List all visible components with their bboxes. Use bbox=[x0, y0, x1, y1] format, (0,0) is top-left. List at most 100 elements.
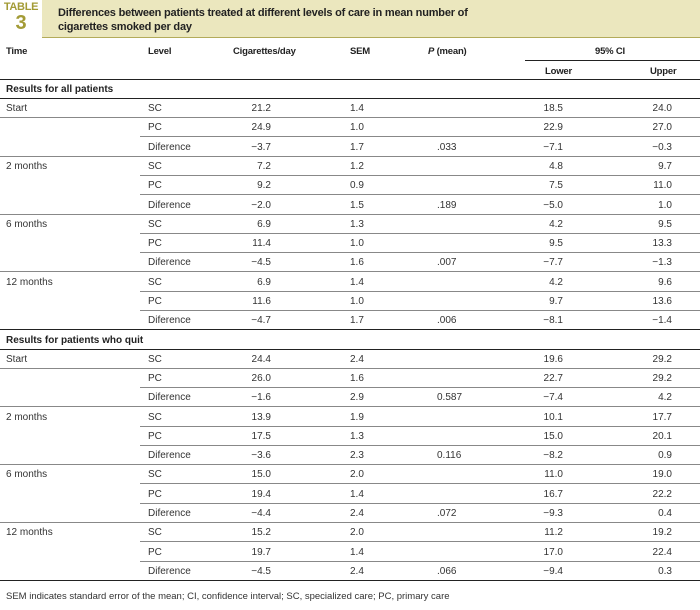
table-row: Diference −4.4 2.4 .072 −9.3 0.4 bbox=[0, 504, 700, 523]
row-divider bbox=[140, 386, 700, 388]
ci-lower-cell: 16.7 bbox=[543, 488, 563, 500]
table-row: PC 17.5 1.3 15.0 20.1 bbox=[0, 427, 700, 446]
cigarettes-cell: 7.2 bbox=[257, 160, 271, 172]
level-cell: Diference bbox=[148, 315, 191, 327]
level-cell: PC bbox=[148, 546, 162, 558]
level-cell: Diference bbox=[148, 141, 191, 153]
row-divider bbox=[0, 213, 700, 215]
level-cell: PC bbox=[148, 180, 162, 192]
cigarettes-cell: −3.7 bbox=[251, 141, 271, 153]
cigarettes-cell: 6.9 bbox=[257, 276, 271, 288]
ci-upper-cell: 19.2 bbox=[652, 527, 672, 539]
ci-upper-cell: 13.3 bbox=[652, 238, 672, 250]
ci-upper-cell: 27.0 bbox=[652, 122, 672, 134]
sem-cell: 1.2 bbox=[350, 160, 364, 172]
row-divider bbox=[0, 579, 700, 581]
ci-lower-cell: 11.2 bbox=[544, 527, 563, 539]
level-cell: SC bbox=[148, 527, 162, 539]
level-cell: PC bbox=[148, 238, 162, 250]
sem-cell: 1.0 bbox=[350, 122, 364, 134]
header-upper: Upper bbox=[650, 66, 677, 77]
sem-cell: 1.0 bbox=[350, 238, 364, 250]
row-divider bbox=[0, 522, 700, 523]
ci-lower-cell: 17.0 bbox=[543, 546, 563, 558]
p-value-cell: .033 bbox=[437, 141, 457, 153]
cigarettes-cell: 17.5 bbox=[251, 430, 271, 442]
level-cell: PC bbox=[148, 122, 162, 134]
ci-upper-cell: 11.0 bbox=[653, 180, 672, 192]
table-row: 6 months SC 15.0 2.0 11.0 19.0 bbox=[0, 465, 700, 485]
p-value-cell: .006 bbox=[437, 315, 457, 327]
ci-upper-cell: 22.2 bbox=[652, 488, 672, 500]
time-cell: Start bbox=[6, 103, 28, 114]
cigarettes-cell: −4.5 bbox=[251, 257, 271, 269]
ci-upper-cell: 0.3 bbox=[658, 565, 672, 577]
cigarettes-cell: 6.9 bbox=[257, 218, 271, 230]
time-cell: 12 months bbox=[6, 276, 53, 288]
header-cigarettes: Cigarettes/day bbox=[233, 46, 296, 57]
table-row: Diference −4.5 2.4 .066 −9.4 0.3 bbox=[0, 562, 700, 581]
table-label-text: TABLE bbox=[3, 1, 39, 13]
ci-lower-cell: −7.1 bbox=[543, 141, 563, 153]
ci-upper-cell: −0.3 bbox=[652, 141, 672, 153]
table-number: 3 bbox=[15, 12, 27, 34]
ci-lower-cell: −7.7 bbox=[543, 257, 563, 269]
table-row: Diference −1.6 2.9 0.587 −7.4 4.2 bbox=[0, 388, 700, 408]
header-sem: SEM bbox=[350, 46, 370, 57]
ci-lower-cell: 18.5 bbox=[543, 103, 563, 114]
p-value-cell: .189 bbox=[437, 199, 457, 211]
sem-cell: 1.5 bbox=[350, 199, 364, 211]
cigarettes-cell: −4.4 bbox=[251, 508, 271, 519]
header-divider bbox=[0, 79, 700, 80]
ci-upper-cell: 1.0 bbox=[658, 199, 672, 211]
sem-cell: 2.0 bbox=[350, 527, 364, 539]
cigarettes-cell: 11.4 bbox=[252, 238, 271, 250]
level-cell: SC bbox=[148, 469, 162, 481]
cigarettes-cell: −4.5 bbox=[251, 565, 271, 577]
table-row: Diference −4.5 1.6 .007 −7.7 −1.3 bbox=[0, 253, 700, 273]
row-divider bbox=[140, 444, 700, 446]
sem-cell: 2.4 bbox=[350, 565, 364, 577]
cigarettes-cell: 21.2 bbox=[251, 103, 271, 114]
sem-cell: 1.3 bbox=[350, 430, 364, 442]
table-row: Diference −2.0 1.5 .189 −5.0 1.0 bbox=[0, 196, 700, 215]
cigarettes-cell: 24.4 bbox=[251, 353, 271, 365]
cigarettes-cell: −3.6 bbox=[251, 450, 271, 462]
table-row: Diference −4.7 1.7 .006 −8.1 −1.4 bbox=[0, 311, 700, 331]
time-cell: 2 months bbox=[6, 411, 48, 423]
footnote: SEM indicates standard error of the mean… bbox=[6, 591, 450, 602]
cigarettes-cell: 13.9 bbox=[251, 411, 271, 423]
ci-upper-cell: 24.0 bbox=[652, 103, 672, 114]
table-label: TABLE 3 bbox=[0, 0, 42, 38]
ci-upper-cell: 9.7 bbox=[658, 160, 672, 172]
cigarettes-cell: 19.4 bbox=[251, 488, 271, 500]
sem-cell: 1.4 bbox=[350, 488, 364, 500]
sem-cell: 1.4 bbox=[350, 276, 364, 288]
ci-upper-cell: 22.4 bbox=[652, 546, 672, 558]
ci-lower-cell: −8.2 bbox=[543, 450, 563, 462]
sem-cell: 2.9 bbox=[350, 392, 364, 404]
cigarettes-cell: −4.7 bbox=[251, 315, 271, 327]
header-p-italic: P bbox=[428, 46, 435, 57]
ci-lower-cell: 22.7 bbox=[543, 372, 563, 384]
sem-cell: 1.4 bbox=[350, 546, 364, 558]
row-divider bbox=[140, 541, 700, 543]
table-row: 12 months SC 15.2 2.0 11.2 19.2 bbox=[0, 523, 700, 543]
level-cell: SC bbox=[148, 411, 162, 423]
level-cell: Diference bbox=[148, 565, 191, 577]
ci-lower-cell: −7.4 bbox=[543, 392, 563, 404]
table-row: PC 19.4 1.4 16.7 22.2 bbox=[0, 485, 700, 504]
time-cell: 6 months bbox=[6, 469, 48, 481]
table-row: PC 24.9 1.0 22.9 27.0 bbox=[0, 118, 700, 138]
table-row: PC 26.0 1.6 22.7 29.2 bbox=[0, 369, 700, 388]
header-time: Time bbox=[6, 46, 28, 57]
ci-upper-cell: 13.6 bbox=[652, 296, 672, 307]
ci-upper-cell: 17.7 bbox=[652, 411, 672, 423]
sem-cell: 2.3 bbox=[350, 450, 364, 462]
table-title: Differences between patients treated at … bbox=[58, 7, 468, 33]
ci-lower-cell: −9.4 bbox=[543, 565, 563, 577]
level-cell: SC bbox=[148, 353, 162, 365]
time-cell: Start bbox=[6, 353, 28, 365]
ci-lower-cell: 4.8 bbox=[549, 160, 563, 172]
